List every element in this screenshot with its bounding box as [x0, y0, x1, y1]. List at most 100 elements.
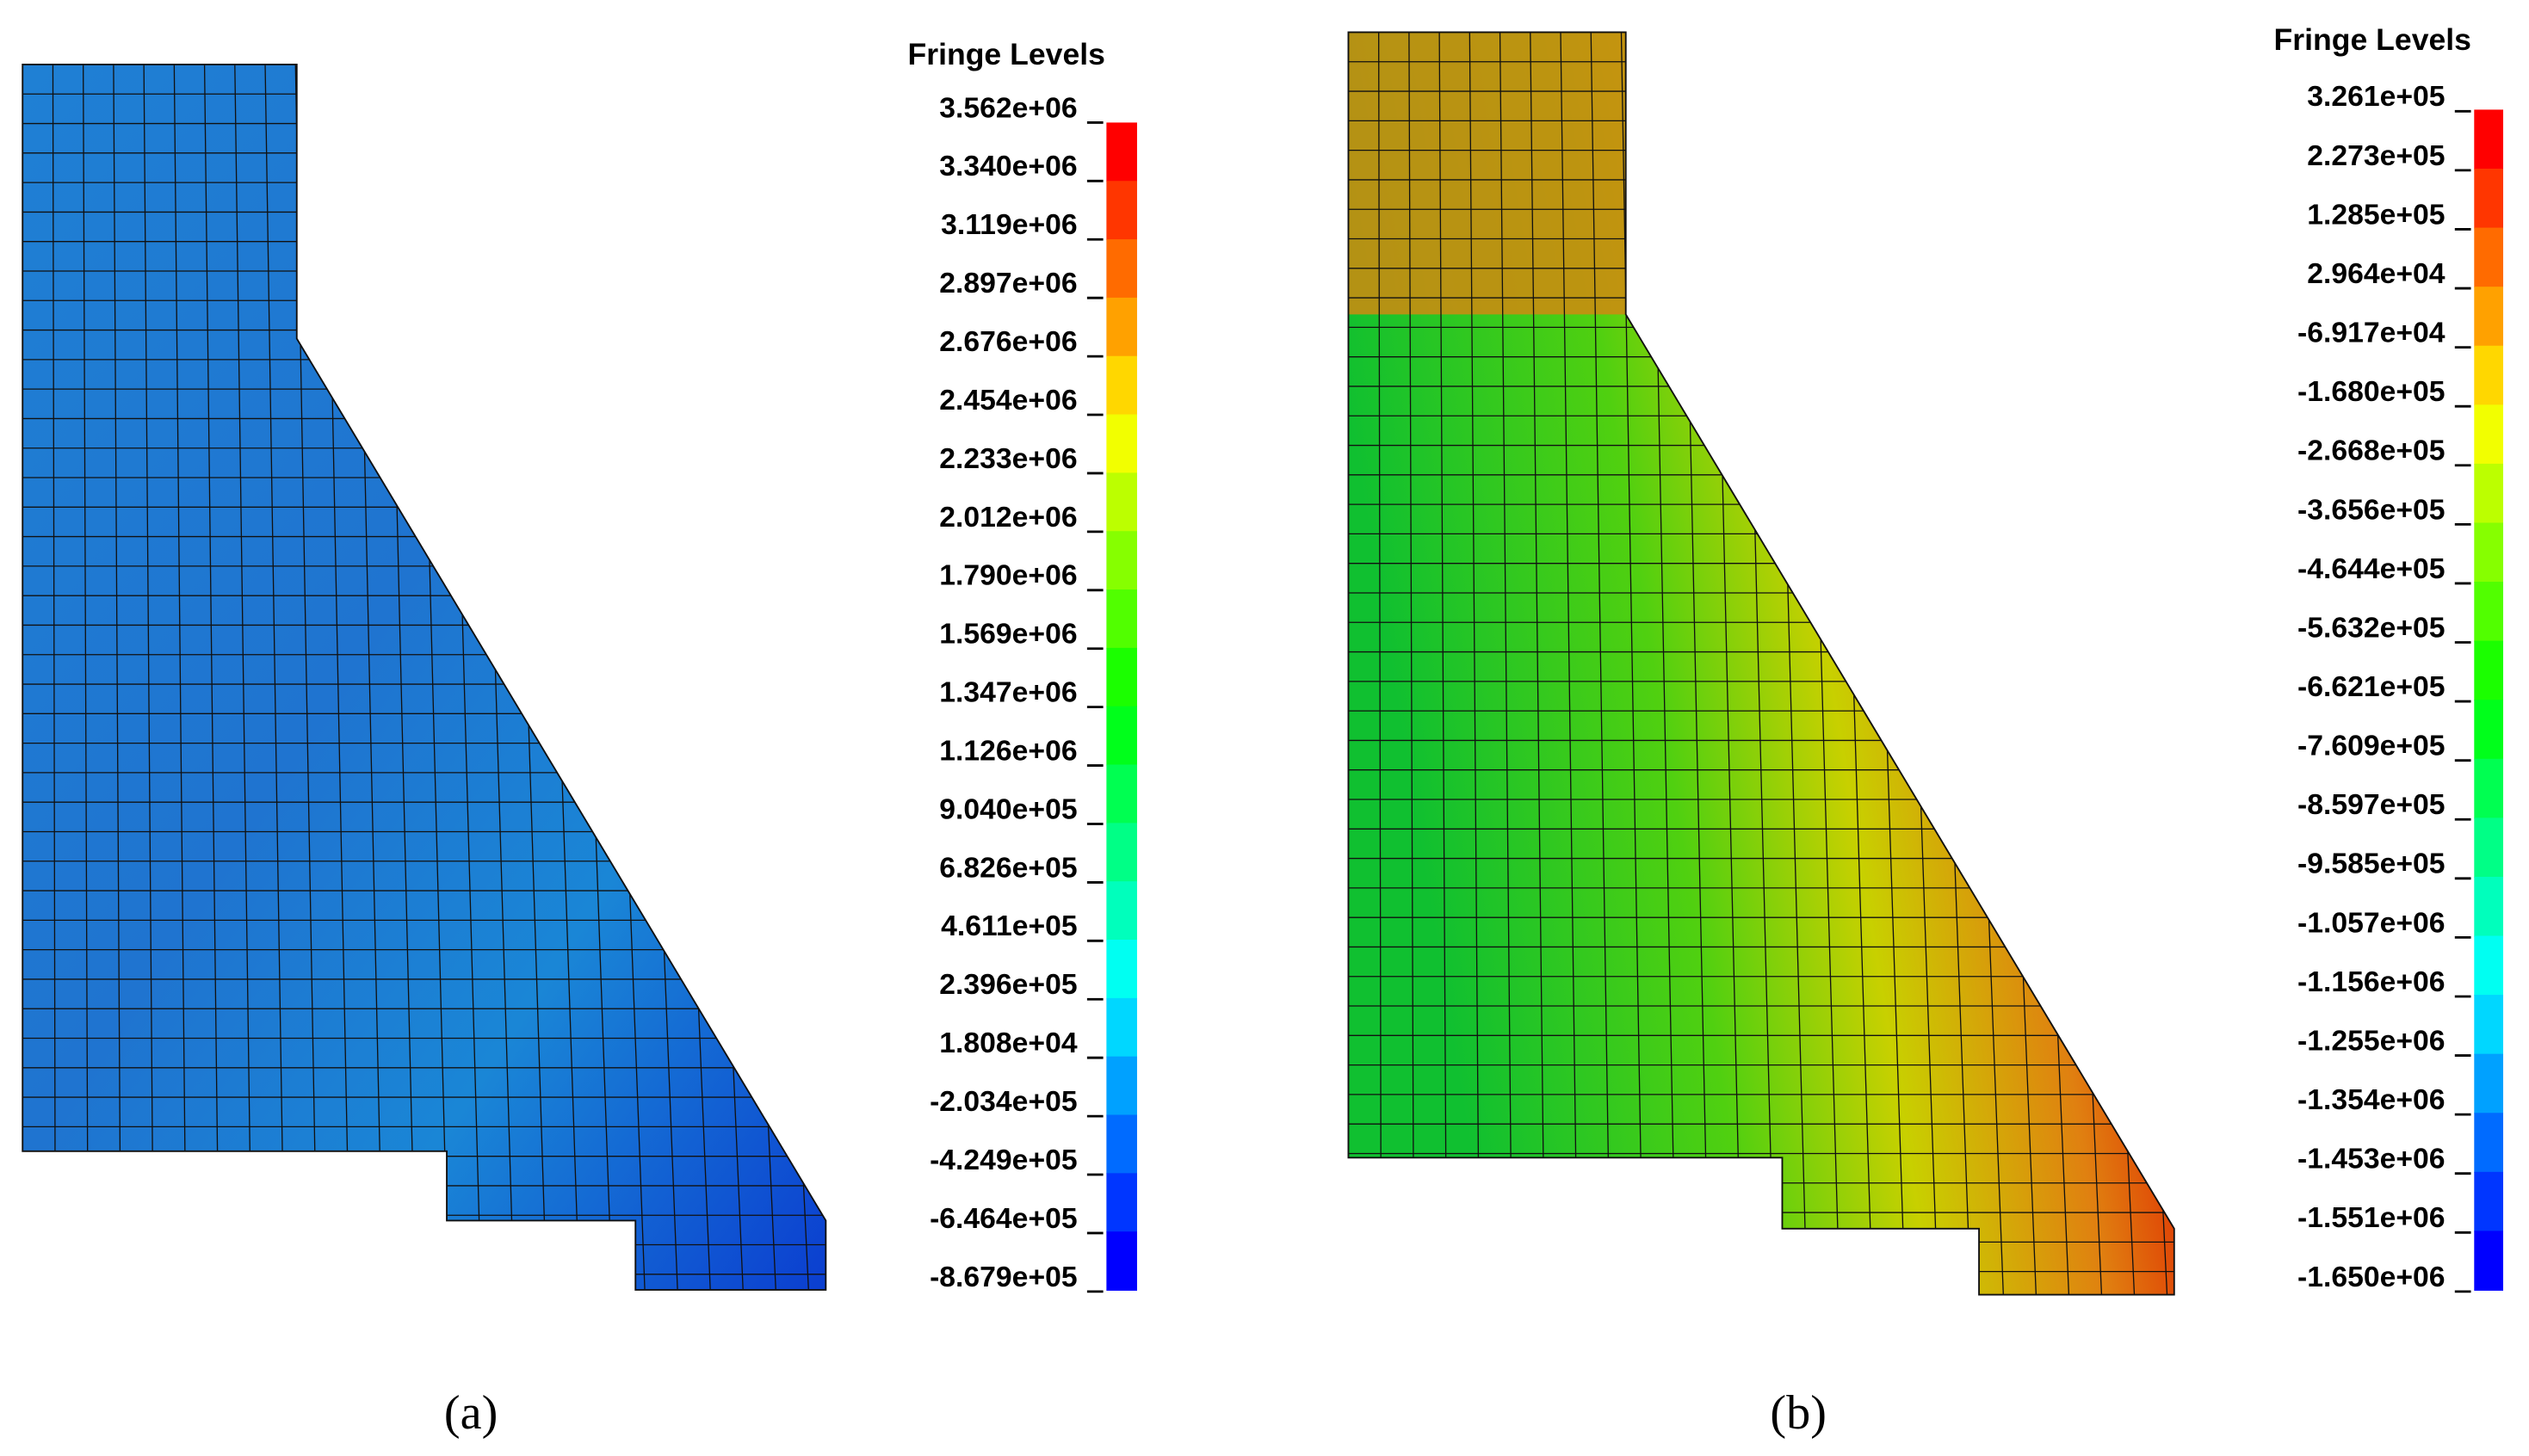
color-band [2474, 1053, 2504, 1114]
caption: (a) [444, 1386, 498, 1440]
mesh-line [750, 64, 809, 1290]
mesh-line [203, 64, 220, 1290]
color-band [1106, 181, 1137, 241]
level-label: 1.569e+06 [939, 618, 1077, 651]
mesh-line [113, 64, 122, 1290]
color-band [1106, 706, 1137, 766]
level-label: -1.057e+06 [2297, 906, 2446, 939]
color-band [1106, 997, 1137, 1058]
mesh-line [1499, 32, 1513, 1295]
color-band [1106, 531, 1137, 590]
mesh-line [810, 64, 826, 1290]
level-label: 4.611e+05 [941, 910, 1077, 942]
level-label: 2.897e+06 [939, 267, 1077, 299]
mesh-line [83, 64, 89, 1290]
level-label: -1.680e+05 [2297, 375, 2446, 408]
level-label: 9.040e+05 [939, 793, 1077, 825]
mesh-line [780, 64, 826, 1290]
level-label: 3.119e+06 [941, 208, 1077, 241]
level-label: -2.668e+05 [2297, 435, 2446, 467]
level-label: 2.012e+06 [939, 501, 1077, 534]
color-band [1106, 940, 1137, 999]
color-band [1106, 881, 1137, 941]
color-band [1106, 1173, 1137, 1233]
color-band [2474, 169, 2504, 229]
level-label: -9.585e+05 [2297, 848, 2446, 880]
mesh-line [1469, 32, 1481, 1295]
color-band [2474, 287, 2504, 347]
level-label: -6.917e+04 [2297, 317, 2446, 349]
color-band [2474, 935, 2504, 996]
color-band [2474, 876, 2504, 937]
level-label: 1.808e+04 [939, 1027, 1078, 1059]
color-band [2474, 640, 2504, 701]
mesh-line [1590, 32, 1611, 1295]
color-band [1106, 1114, 1137, 1175]
color-band [2474, 404, 2504, 465]
level-label: -1.255e+06 [2297, 1024, 2446, 1057]
level-label: -6.621e+05 [2297, 670, 2446, 703]
level-label: 1.347e+06 [939, 676, 1077, 709]
level-label: -8.597e+05 [2297, 788, 2446, 821]
color-band [1106, 1056, 1137, 1116]
level-label: -1.354e+06 [2297, 1083, 2446, 1116]
level-label: -1.650e+06 [2297, 1261, 2446, 1293]
mesh-line [234, 64, 253, 1290]
color-band [2474, 582, 2504, 642]
mesh-line [264, 64, 286, 1290]
level-label: 2.396e+05 [939, 968, 1077, 1001]
legend-title: Fringe Levels [2274, 22, 2471, 57]
contour-fill [1348, 32, 2174, 1295]
color-band [2474, 109, 2504, 170]
mesh-line [1530, 32, 1546, 1295]
level-label: -8.679e+05 [930, 1261, 1078, 1293]
level-label: 2.233e+06 [939, 442, 1077, 475]
color-band [1106, 472, 1137, 533]
level-label: -4.249e+05 [930, 1144, 1078, 1176]
top-block [1348, 32, 1626, 315]
mesh-line [1560, 32, 1579, 1295]
level-label: -5.632e+05 [2297, 611, 2446, 644]
level-label: 1.126e+06 [939, 734, 1077, 767]
color-band [1106, 239, 1137, 299]
outline [22, 64, 827, 1291]
level-label: 2.964e+04 [2307, 257, 2446, 290]
color-band [2474, 463, 2504, 524]
mesh-line [173, 64, 188, 1290]
level-label: -1.156e+06 [2297, 966, 2446, 998]
outline [1347, 31, 2175, 1296]
level-label: -4.644e+05 [2297, 552, 2446, 585]
color-band [2474, 1171, 2504, 1232]
color-band [2474, 1113, 2504, 1173]
level-label: 1.790e+06 [939, 559, 1077, 592]
mesh-line [1378, 32, 1382, 1295]
mesh-line [1408, 32, 1415, 1295]
color-band [1106, 297, 1137, 357]
color-band [2474, 817, 2504, 878]
color-band [2474, 700, 2504, 760]
color-band [1106, 122, 1137, 182]
color-band [1106, 414, 1137, 474]
color-band [2474, 1231, 2504, 1291]
color-band [1106, 1231, 1137, 1291]
contour-fill [22, 64, 826, 1290]
color-band [2474, 758, 2504, 819]
level-label: 2.676e+06 [939, 325, 1077, 358]
color-band [1106, 355, 1137, 416]
level-label: -1.453e+06 [2297, 1143, 2446, 1175]
level-label: -6.464e+05 [930, 1202, 1078, 1235]
mesh-line [143, 64, 155, 1290]
mesh-line [52, 64, 56, 1290]
color-band [1106, 647, 1137, 707]
level-label: 3.562e+06 [939, 91, 1077, 124]
mesh-line [2105, 32, 2168, 1295]
legend-title: Fringe Levels [907, 37, 1104, 71]
color-band [1106, 764, 1137, 824]
mesh-line [1438, 32, 1448, 1295]
level-label: 1.285e+05 [2307, 198, 2445, 231]
color-band [2474, 345, 2504, 406]
color-band [1106, 823, 1137, 883]
mesh-line [2136, 32, 2174, 1295]
caption: (b) [1770, 1386, 1827, 1440]
